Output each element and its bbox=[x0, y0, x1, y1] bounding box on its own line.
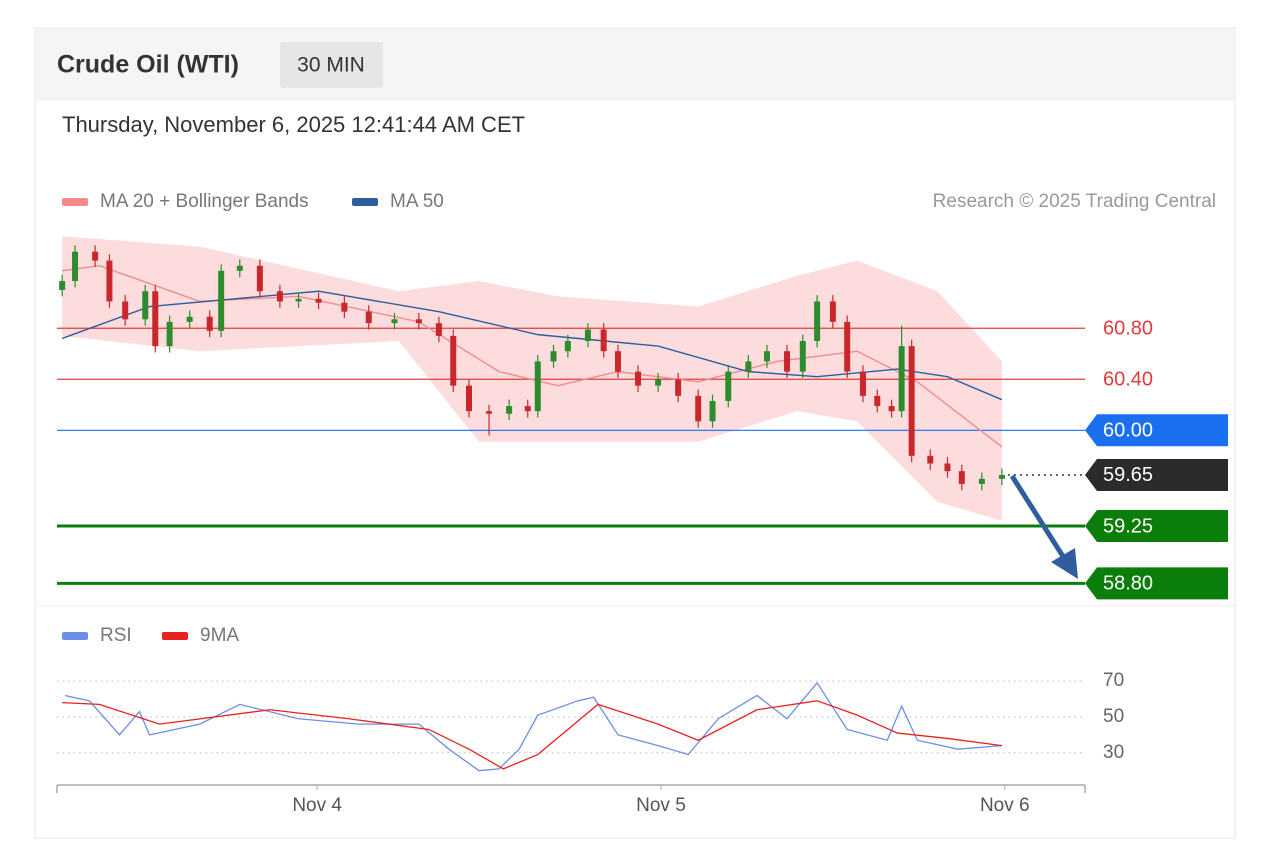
candle-body bbox=[152, 291, 159, 347]
candle-body bbox=[958, 471, 965, 484]
candle-body bbox=[655, 379, 662, 386]
copyright: Research © 2025 Trading Central bbox=[933, 191, 1216, 212]
interval: 30 MIN bbox=[297, 54, 365, 77]
header-band bbox=[36, 29, 1234, 101]
candle-body bbox=[874, 395, 881, 407]
x-tick-label: Nov 4 bbox=[292, 795, 342, 816]
candle-body bbox=[435, 323, 442, 336]
y-tick-label: 30 bbox=[1103, 742, 1124, 763]
candle-body bbox=[829, 301, 836, 322]
candle-body bbox=[814, 301, 821, 341]
candle-body bbox=[944, 463, 951, 472]
candle-body bbox=[564, 341, 571, 352]
level-tag bbox=[1085, 414, 1228, 447]
candle-body bbox=[341, 302, 348, 312]
level-label: 59.25 bbox=[1103, 515, 1153, 537]
candle-body bbox=[391, 319, 398, 324]
x-tick-label: Nov 5 bbox=[636, 795, 686, 816]
title: Crude Oil (WTI) bbox=[57, 51, 239, 79]
series-line bbox=[64, 681, 1002, 772]
legend-label: 9MA bbox=[200, 625, 239, 646]
legend-swatch bbox=[352, 198, 378, 206]
level-tag bbox=[1085, 458, 1228, 491]
candle-body bbox=[166, 321, 173, 347]
candle-body bbox=[218, 270, 225, 331]
candle-body bbox=[206, 316, 213, 331]
level-label: 60.80 bbox=[1103, 318, 1153, 340]
candle-body bbox=[745, 361, 752, 372]
candle-body bbox=[486, 411, 493, 414]
candle-body bbox=[466, 385, 473, 412]
candle-body bbox=[186, 316, 193, 322]
candle-body bbox=[142, 291, 149, 320]
candle-body bbox=[784, 351, 791, 372]
candle-body bbox=[534, 361, 541, 412]
candle-body bbox=[236, 265, 243, 271]
candle-body bbox=[506, 406, 513, 414]
level-label: 60.40 bbox=[1103, 369, 1153, 391]
candle-body bbox=[675, 379, 682, 396]
legend-swatch bbox=[62, 198, 88, 206]
candle-body bbox=[450, 335, 457, 386]
legend-label: RSI bbox=[100, 625, 132, 646]
legend-swatch bbox=[62, 632, 88, 640]
candle-body bbox=[844, 321, 851, 372]
candle-body bbox=[799, 341, 806, 372]
forecast-arrow bbox=[1009, 474, 1078, 579]
candle-body bbox=[908, 346, 915, 456]
level-label: 58.80 bbox=[1103, 573, 1153, 595]
candle-body bbox=[978, 478, 985, 484]
level-label: 59.65 bbox=[1103, 464, 1153, 486]
series-line bbox=[62, 700, 1002, 770]
candle-body bbox=[927, 455, 934, 464]
candle-body bbox=[584, 329, 591, 341]
candle-body bbox=[415, 319, 422, 324]
candle-body bbox=[315, 298, 322, 303]
candle-body bbox=[600, 329, 607, 352]
candle-body bbox=[614, 351, 621, 372]
legend-label: MA 50 bbox=[390, 191, 444, 212]
candle-body bbox=[635, 371, 642, 386]
arrow-head bbox=[1051, 548, 1078, 579]
level-tag bbox=[1085, 510, 1228, 542]
candle-body bbox=[888, 406, 895, 412]
candle-body bbox=[106, 260, 113, 302]
candle-body bbox=[898, 346, 905, 412]
candle-body bbox=[72, 251, 79, 282]
candle-body bbox=[256, 265, 263, 292]
candle-body bbox=[92, 251, 99, 261]
interval-badge bbox=[280, 42, 383, 88]
level-label: 60.00 bbox=[1103, 420, 1153, 442]
candle-body bbox=[122, 301, 129, 320]
candle-body bbox=[763, 351, 770, 362]
candle-body bbox=[365, 311, 372, 324]
bollinger-band bbox=[62, 236, 1002, 521]
level-tag bbox=[1085, 567, 1228, 600]
candle-body bbox=[859, 371, 866, 396]
y-tick-label: 70 bbox=[1103, 670, 1124, 691]
datetime: Thursday, November 6, 2025 12:41:44 AM C… bbox=[62, 112, 525, 137]
candle-body bbox=[59, 281, 66, 290]
legend-swatch bbox=[162, 632, 188, 640]
candle-body bbox=[695, 395, 702, 422]
candle-body bbox=[998, 474, 1005, 479]
candle-body bbox=[725, 371, 732, 401]
candle-body bbox=[295, 298, 302, 302]
candle-body bbox=[276, 291, 283, 302]
y-tick-label: 50 bbox=[1103, 706, 1124, 727]
candle-body bbox=[524, 406, 531, 412]
candle-body bbox=[550, 351, 557, 362]
x-tick-label: Nov 6 bbox=[980, 795, 1030, 816]
legend-label: MA 20 + Bollinger Bands bbox=[100, 191, 309, 212]
arrow-shaft bbox=[1009, 474, 1067, 560]
candle-body bbox=[709, 400, 716, 422]
